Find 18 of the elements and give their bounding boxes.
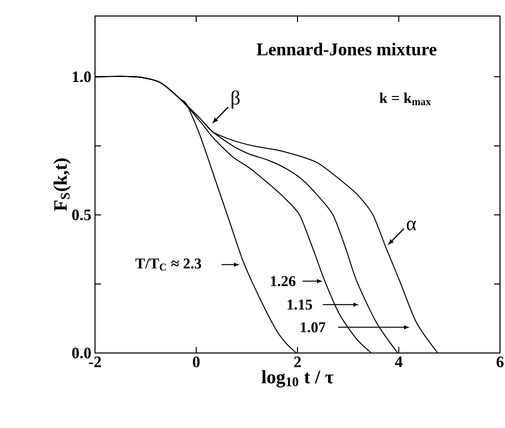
annotation: β [232, 90, 240, 109]
x-tick-label: 4 [394, 356, 402, 368]
legend-label: 1.26 [270, 276, 296, 286]
annotation: α [406, 220, 416, 230]
y-tick-label: 0.0 [72, 348, 91, 358]
x-tick-label: 0 [192, 356, 200, 368]
y-axis-title: F$_{S}$(k,t) [54, 158, 71, 211]
text: Lennard-Jones mixture [256, 42, 436, 56]
legend-label: T/T$_{C}$ ≈ 2.3 [135, 258, 202, 271]
y-tick-label: 1.0 [72, 71, 91, 82]
legend-label: 1.07 [300, 322, 326, 332]
x-tick-label: -2 [88, 356, 101, 368]
x-tick-label: 6 [496, 356, 504, 368]
y-tick-label: 0.5 [72, 209, 91, 220]
x-axis-title: log$_{10}$ t / τ [262, 370, 334, 388]
x-tick-label: 2 [294, 356, 301, 368]
legend-label: 1.15 [288, 300, 312, 310]
annotation: k = k$_{max}$ [380, 92, 431, 106]
